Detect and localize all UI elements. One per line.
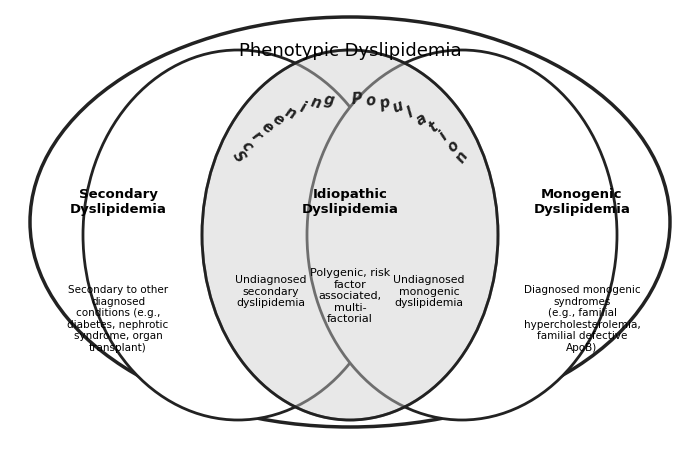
Text: l: l <box>404 105 415 120</box>
Ellipse shape <box>202 50 498 420</box>
Text: Undiagnosed
monogenic
dyslipidemia: Undiagnosed monogenic dyslipidemia <box>393 275 465 308</box>
Text: Idiopathic
Dyslipidemia: Idiopathic Dyslipidemia <box>302 188 398 216</box>
Ellipse shape <box>83 50 393 420</box>
Text: u: u <box>390 99 405 116</box>
Ellipse shape <box>30 17 670 427</box>
Text: n: n <box>452 148 470 166</box>
Text: r: r <box>248 128 265 144</box>
Text: Phenotypic Dyslipidemia: Phenotypic Dyslipidemia <box>239 42 461 60</box>
Text: Polygenic, risk
factor
associated,
multi-
factorial: Polygenic, risk factor associated, multi… <box>310 268 390 325</box>
Text: n: n <box>282 104 298 122</box>
Text: o: o <box>365 93 377 109</box>
Text: e: e <box>270 111 286 128</box>
Text: a: a <box>414 111 430 128</box>
Ellipse shape <box>307 50 617 420</box>
Text: n: n <box>309 95 323 112</box>
Text: i: i <box>298 100 308 115</box>
Text: S: S <box>230 148 248 166</box>
Text: Secondary
Dyslipidemia: Secondary Dyslipidemia <box>69 188 167 216</box>
Text: t: t <box>426 119 440 135</box>
Text: p: p <box>377 95 391 112</box>
Text: P: P <box>351 92 363 107</box>
Text: Undiagnosed
secondary
dyslipidemia: Undiagnosed secondary dyslipidemia <box>235 275 307 308</box>
Text: c: c <box>239 138 256 154</box>
Text: Diagnosed monogenic
syndromes
(e.g., familial
hypercholesterolemia,
familial def: Diagnosed monogenic syndromes (e.g., fam… <box>524 285 640 353</box>
Text: Monogenic
Dyslipidemia: Monogenic Dyslipidemia <box>533 188 631 216</box>
Text: o: o <box>444 138 462 155</box>
Text: e: e <box>258 118 276 136</box>
Text: i: i <box>437 129 451 143</box>
Text: g: g <box>323 93 336 109</box>
Text: Secondary to other
diagnosed
conditions (e.g.,
diabetes, nephrotic
syndrome, org: Secondary to other diagnosed conditions … <box>67 285 169 353</box>
